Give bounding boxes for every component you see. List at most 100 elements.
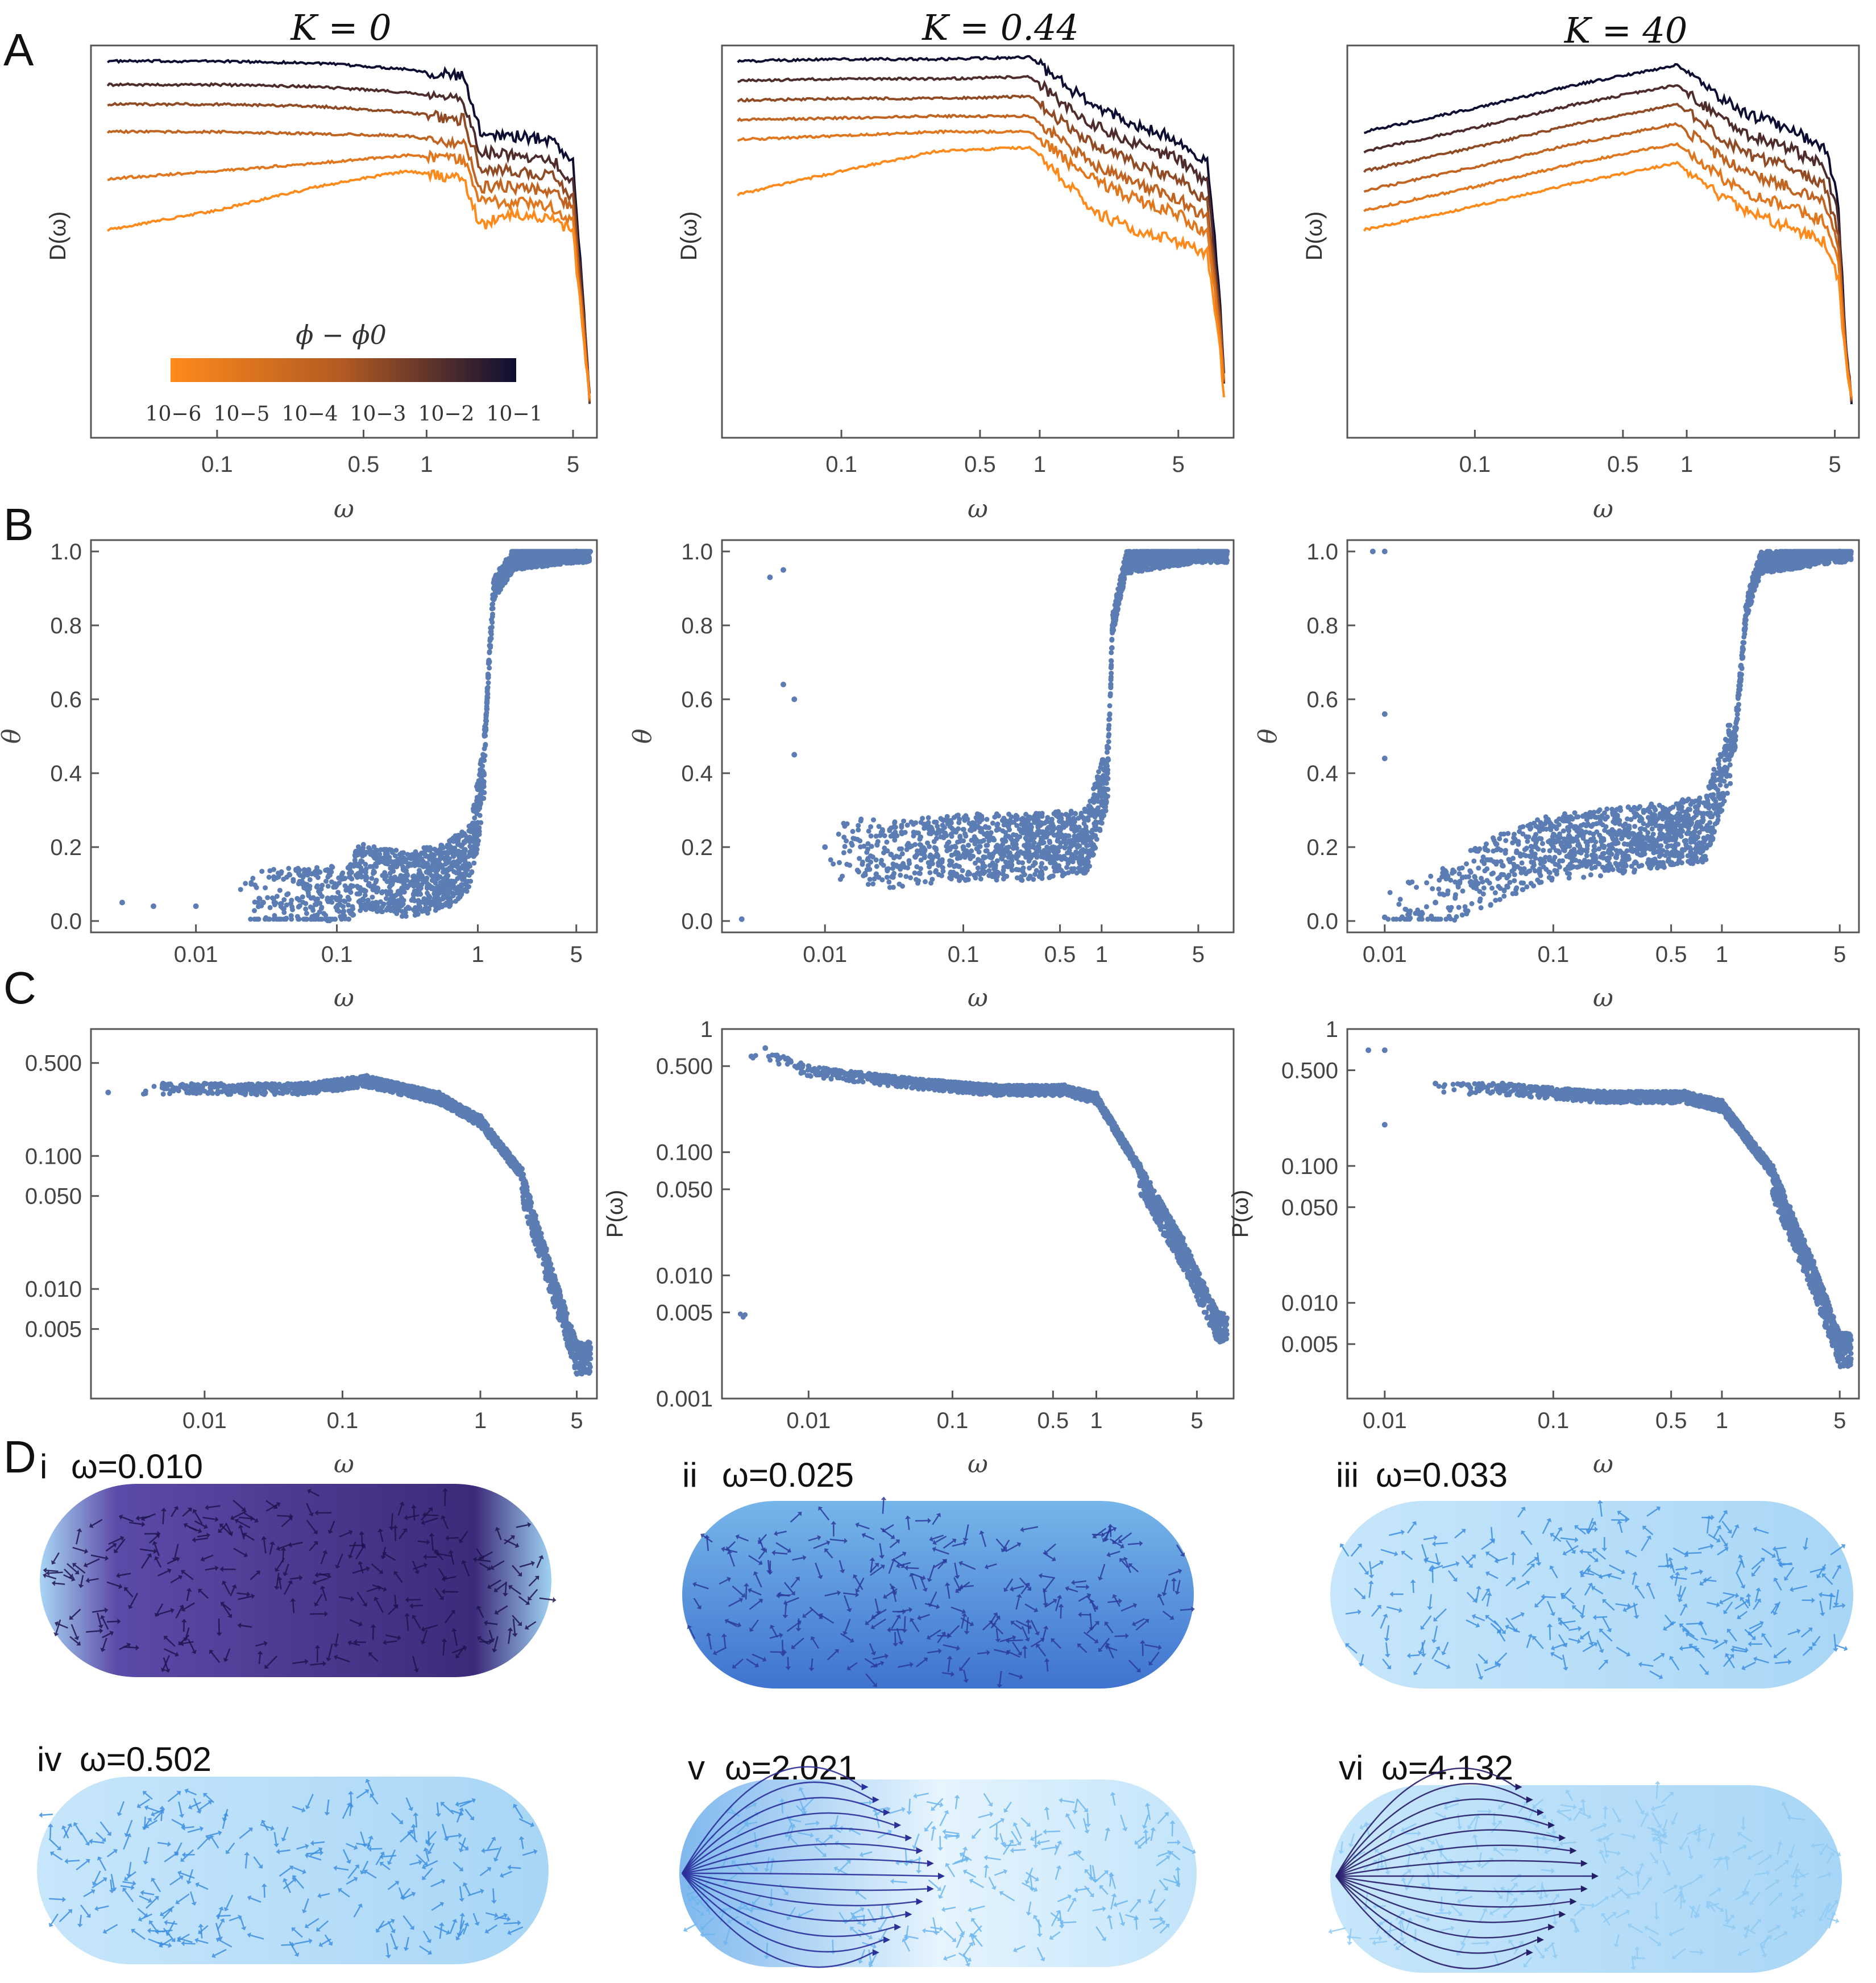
data-point (898, 872, 903, 878)
data-point (392, 893, 398, 898)
data-point (791, 696, 798, 702)
data-point (408, 880, 413, 885)
data-point (346, 916, 351, 922)
data-point (1120, 565, 1126, 570)
data-point (1112, 612, 1117, 618)
data-point (999, 846, 1005, 852)
y-tick-label: 0.4 (1306, 761, 1338, 786)
data-point (1135, 569, 1141, 574)
data-point (837, 877, 843, 882)
data-point (866, 828, 871, 834)
data-point (868, 859, 874, 865)
data-point (428, 847, 433, 852)
data-point (478, 800, 483, 806)
data-point (966, 820, 972, 826)
data-point (305, 890, 311, 896)
theta-plot-0: 0.00.20.40.60.81.00.01 0.1 1 5ωθ (0, 539, 598, 1013)
data-point (1075, 844, 1081, 849)
data-point (822, 844, 828, 850)
data-point (1020, 869, 1026, 874)
data-point (986, 838, 992, 844)
data-point (490, 611, 495, 617)
y-tick-label: 0.0 (1306, 909, 1338, 934)
data-point (925, 815, 931, 820)
data-point (514, 557, 520, 563)
data-point (586, 553, 591, 559)
data-point (431, 899, 437, 905)
data-point (479, 788, 485, 794)
data-point (482, 733, 487, 739)
data-point (912, 842, 918, 847)
data-point (1109, 645, 1115, 651)
data-point (549, 555, 554, 561)
data-point (1062, 845, 1068, 851)
data-point (1108, 682, 1114, 687)
dos-series-line (737, 94, 1226, 383)
data-point (468, 878, 474, 884)
x-tick-label: 0.01 (174, 942, 218, 967)
data-point (1043, 865, 1048, 871)
data-point (1145, 549, 1151, 554)
data-point (487, 659, 492, 665)
data-point (373, 879, 379, 885)
data-point (1090, 812, 1095, 818)
data-point (313, 872, 318, 878)
data-point (841, 850, 846, 856)
data-point (947, 875, 953, 881)
data-point (401, 866, 407, 872)
data-point (1085, 843, 1090, 848)
plot-frame (90, 44, 598, 439)
data-point (325, 874, 331, 880)
data-point (858, 816, 864, 822)
data-point (862, 870, 868, 876)
dos-series-line (107, 149, 591, 400)
data-point (360, 896, 366, 902)
data-point (488, 645, 493, 650)
y-tick-label: 0.6 (1306, 687, 1338, 712)
data-point (1387, 890, 1393, 895)
y-tick-label: 0.8 (50, 613, 82, 638)
data-point (409, 861, 414, 867)
data-point (580, 549, 586, 554)
x-tick-label: 5 (567, 452, 579, 477)
data-point (348, 908, 354, 914)
data-point (383, 889, 389, 894)
data-point (1133, 550, 1139, 556)
data-point (467, 843, 473, 849)
data-point (918, 842, 923, 848)
data-point (908, 875, 914, 881)
x-axis-label: ω (1593, 495, 1613, 524)
dos-series-line (737, 74, 1226, 384)
data-point (119, 899, 126, 906)
data-point (882, 833, 887, 839)
data-point (365, 901, 371, 906)
data-point (965, 877, 971, 882)
data-point (942, 831, 948, 836)
data-point (1051, 844, 1056, 850)
data-point (986, 873, 992, 878)
data-point (394, 911, 400, 916)
y-tick-label: 0.6 (681, 687, 713, 712)
data-point (332, 916, 338, 922)
data-point (981, 856, 986, 861)
data-point (394, 864, 400, 870)
data-point (463, 878, 468, 884)
data-point (983, 843, 989, 848)
y-tick-label: 0.2 (1306, 835, 1338, 860)
data-point (987, 833, 993, 839)
data-point (316, 889, 321, 894)
data-point (412, 912, 418, 918)
data-point (399, 885, 405, 891)
data-point (1138, 562, 1144, 568)
data-point (780, 682, 786, 687)
y-axis-label: θ (1254, 729, 1283, 744)
x-tick-label: 0.1 (948, 942, 979, 967)
data-point (360, 845, 366, 851)
data-point (248, 880, 254, 885)
data-point (441, 885, 447, 891)
data-point (1028, 844, 1034, 850)
data-point (477, 806, 483, 811)
data-point (907, 861, 912, 866)
data-point (1081, 834, 1086, 840)
data-point (841, 835, 847, 840)
